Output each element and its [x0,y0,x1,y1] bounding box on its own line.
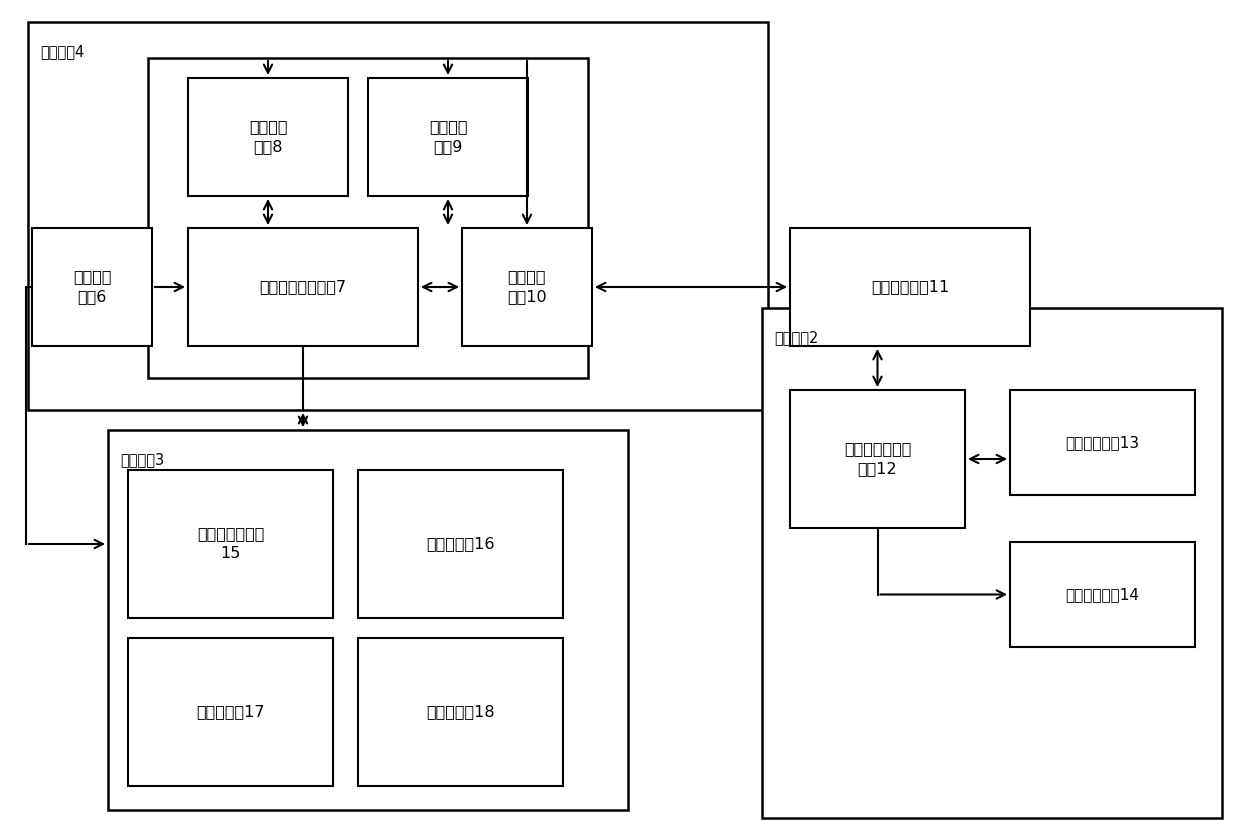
Bar [32,228,153,346]
Text: 采集装电3: 采集装电3 [120,452,164,467]
Bar [358,470,563,618]
Bar [790,228,1030,346]
Text: 第一电源
模块6: 第一电源 模块6 [73,269,112,304]
Text: 第二存储模圕13: 第二存储模圕13 [1065,435,1140,450]
Text: 检测装电2: 检测装电2 [774,330,818,345]
Bar [790,390,965,528]
Text: 第二中央处理器
模圕12: 第二中央处理器 模圕12 [843,441,911,477]
Bar [128,638,334,786]
Bar [148,58,588,378]
Text: 第一时钟
模块9: 第一时钟 模块9 [429,120,467,155]
Bar [368,78,528,196]
Text: 第一通信
模圕10: 第一通信 模圕10 [507,269,547,304]
Bar [763,308,1221,818]
Text: 温度传感內17: 温度传感內17 [196,705,265,720]
Bar [29,22,768,410]
Text: 第二时钟模圕14: 第二时钟模圕14 [1065,587,1140,602]
Bar [463,228,591,346]
Text: 二氧化碳传感器
15: 二氧化碳传感器 15 [197,527,264,562]
Bar [108,430,627,810]
Bar [188,78,348,196]
Bar [1011,390,1195,495]
Text: 第一微控制器模块7: 第一微控制器模块7 [259,279,346,294]
Text: 处理装电4: 处理装电4 [40,44,84,59]
Text: 第一存储
模块8: 第一存储 模块8 [249,120,288,155]
Bar [358,638,563,786]
Text: 湿度传感內18: 湿度传感內18 [427,705,495,720]
Bar [1011,542,1195,647]
Bar [188,228,418,346]
Bar [128,470,334,618]
Text: 第二通信模圕11: 第二通信模圕11 [870,279,949,294]
Text: 氧气传感內16: 氧气传感內16 [427,537,495,552]
